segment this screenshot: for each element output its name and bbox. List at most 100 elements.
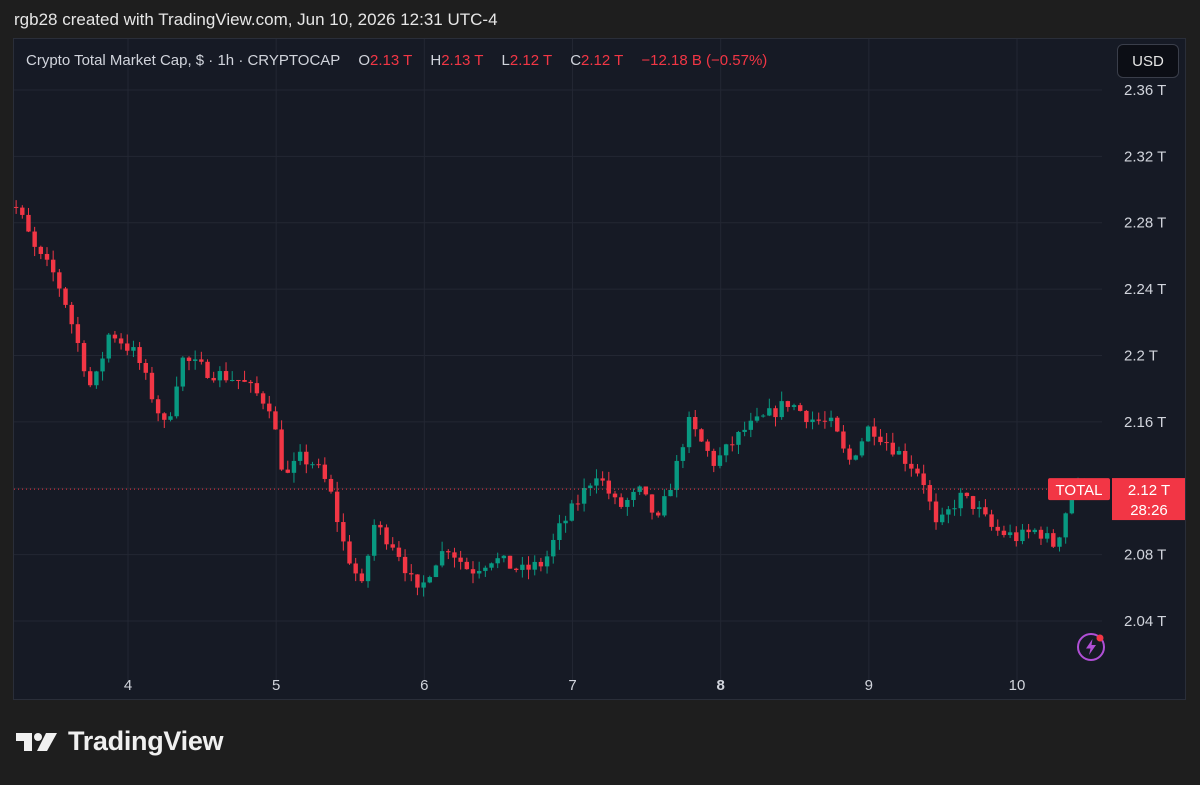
candle-body (94, 371, 99, 386)
candle-body (507, 555, 513, 569)
y-tick-label: 2.32 T (1124, 148, 1166, 165)
candle-body (1051, 533, 1056, 547)
x-tick-label: 8 (717, 677, 725, 694)
candle-body (433, 565, 439, 578)
candle-body (1007, 532, 1013, 536)
candle-body (606, 480, 612, 494)
open-label: O (358, 52, 371, 69)
candle-body (44, 253, 50, 260)
candle-body (32, 231, 37, 247)
candle-body (890, 442, 896, 455)
candle-body (1057, 537, 1062, 547)
lightning-icon[interactable] (1075, 631, 1107, 663)
candle-body (69, 304, 74, 325)
candle-body (921, 473, 926, 486)
logo-text: TradingView (68, 726, 224, 756)
candle-body (754, 416, 760, 421)
symbol-title[interactable]: Crypto Total Market Cap, $ · 1h · CRYPTO… (26, 52, 341, 69)
candle-body (131, 347, 136, 351)
x-tick-label: 4 (124, 677, 132, 694)
symbol-legend: Crypto Total Market Cap, $ · 1h · CRYPTO… (26, 52, 767, 69)
candle-body (933, 501, 939, 523)
candle-body (785, 401, 791, 407)
candle-body (353, 563, 358, 574)
candle-body (618, 497, 624, 507)
candle-body (439, 551, 445, 566)
candle-body (328, 478, 334, 492)
candle-body (977, 507, 982, 509)
candle-body (236, 379, 241, 381)
candle-body (656, 512, 661, 516)
low-value: 2.12 T (509, 52, 552, 69)
candle-body (841, 431, 846, 449)
candle-body (242, 379, 247, 382)
candle-body (705, 441, 710, 451)
candle-body (112, 334, 118, 339)
candle-body (816, 419, 821, 421)
candle-body (14, 206, 19, 208)
candle-body (254, 383, 260, 394)
candle-body (322, 464, 328, 479)
candle-body (143, 362, 148, 373)
candle-body (995, 526, 1000, 531)
candle-body (285, 469, 290, 473)
x-tick-label: 10 (1009, 677, 1026, 694)
tradingview-logo[interactable]: TradingView (16, 726, 224, 757)
candle-body (458, 557, 463, 562)
chart-panel[interactable]: 2.04 T 2.08 T 2.12 T 2.16 T 2.2 T 2.24 T 2.28 … (13, 38, 1186, 700)
candle-body (495, 558, 500, 564)
x-tick-label: 7 (568, 677, 576, 694)
candle-body (223, 371, 229, 381)
candle-body (384, 527, 389, 545)
chart-attribution: rgb28 created with TradingView.com, Jun … (14, 10, 498, 29)
candle-body (909, 463, 914, 469)
candle-body (1026, 529, 1031, 533)
candle-body (699, 429, 704, 442)
candle-body (26, 214, 31, 232)
candle-body (970, 496, 976, 509)
candle-body (643, 486, 649, 495)
currency-button[interactable]: USD (1117, 44, 1179, 78)
candle-body (125, 343, 130, 351)
price-tag-box (1112, 478, 1185, 521)
candle-body (872, 426, 877, 437)
candle-body (483, 567, 488, 571)
candle-body (427, 577, 432, 583)
candle-body (75, 324, 81, 344)
candle-body (538, 561, 544, 567)
candle-body (742, 429, 747, 432)
y-tick-label: 2.08 T (1124, 547, 1166, 564)
candle-body (674, 460, 679, 490)
price-chart[interactable]: 2.04 T 2.08 T 2.12 T 2.16 T 2.2 T 2.24 T 2.28 … (14, 39, 1186, 700)
candle-body (1014, 532, 1019, 542)
change-value: −12.18 B (−0.57%) (641, 52, 768, 69)
candle-body (878, 436, 883, 443)
candle-body (958, 492, 963, 509)
candle-body (137, 347, 142, 363)
candle-body (569, 503, 574, 521)
candle-body (57, 272, 62, 289)
candle-body (927, 485, 933, 502)
candle-body (396, 547, 402, 557)
candle-body (853, 455, 858, 460)
candle-body (316, 464, 321, 466)
candle-body (279, 429, 284, 470)
candle-body (365, 555, 371, 582)
candle-body (797, 405, 803, 411)
candle-body (149, 372, 155, 400)
candle-body (199, 359, 204, 362)
candle-body (551, 539, 556, 557)
x-tick-label: 5 (272, 677, 280, 694)
candle-body (421, 582, 426, 588)
y-tick-label: 2.2 T (1124, 347, 1158, 364)
candle-body (946, 509, 951, 515)
candle-body (520, 564, 525, 570)
candle-body (452, 552, 457, 558)
candle-body (81, 343, 87, 372)
tradingview-logo-icon (16, 732, 57, 751)
candle-body (211, 377, 216, 381)
candle-body (594, 478, 599, 486)
candle-body (581, 488, 587, 504)
close-label: C (570, 52, 582, 69)
candle-body (662, 496, 667, 516)
